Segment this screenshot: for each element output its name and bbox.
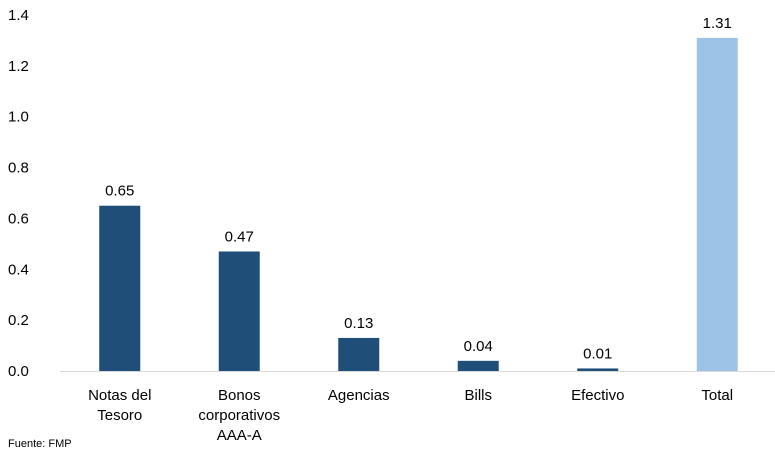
x-tick-label-line: Bills [464, 387, 492, 404]
data-label: 0.65 [105, 183, 134, 200]
x-tick-label: Agencias [328, 387, 390, 404]
x-tick-label: Bills [464, 387, 492, 404]
data-label: 0.13 [344, 315, 373, 332]
bar [99, 205, 141, 371]
bar [218, 251, 260, 371]
x-tick-label: Bonos corporativos AAA-A [198, 387, 280, 444]
y-tick-label: 0.0 [8, 363, 29, 380]
y-axis-ticks: 0.0 0.2 0.4 0.6 0.8 1.0 1.2 1.4 [8, 7, 29, 380]
bars [99, 37, 738, 372]
x-tick-label-line: Total [701, 387, 733, 404]
y-tick-label: 1.4 [8, 7, 29, 24]
x-tick-label-line: corporativos [198, 407, 280, 424]
x-tick-label-line: Notas del [88, 387, 151, 404]
y-tick-label: 0.8 [8, 160, 29, 177]
data-label: 0.04 [464, 338, 493, 355]
x-tick-label-line: Tesoro [97, 407, 142, 424]
bar [338, 337, 380, 371]
y-tick-label: 1.0 [8, 109, 29, 126]
y-tick-label: 0.2 [8, 312, 29, 329]
y-tick-label: 0.6 [8, 210, 29, 227]
data-labels: 0.65 0.47 0.13 0.04 0.01 1.31 [105, 15, 732, 363]
bar [696, 37, 738, 372]
data-label: 0.47 [225, 228, 254, 245]
bar [457, 360, 499, 371]
y-tick-label: 1.2 [8, 58, 29, 75]
x-tick-label-line: Bonos [218, 387, 261, 404]
x-tick-label: Total [701, 387, 733, 404]
y-tick-label: 0.4 [8, 261, 29, 278]
x-axis-labels: Notas del Tesoro Bonos corporativos AAA-A Age… [88, 387, 733, 444]
source-note: Fuente: FMP [8, 438, 72, 450]
x-tick-label: Efectivo [571, 387, 624, 404]
x-tick-label: Notas del Tesoro [88, 387, 151, 424]
data-label: 1.31 [703, 15, 732, 32]
x-tick-label-line: Agencias [328, 387, 390, 404]
x-tick-label-line: AAA-A [217, 427, 262, 444]
bar [577, 368, 619, 371]
data-label: 0.01 [583, 345, 612, 362]
x-tick-label-line: Efectivo [571, 387, 624, 404]
